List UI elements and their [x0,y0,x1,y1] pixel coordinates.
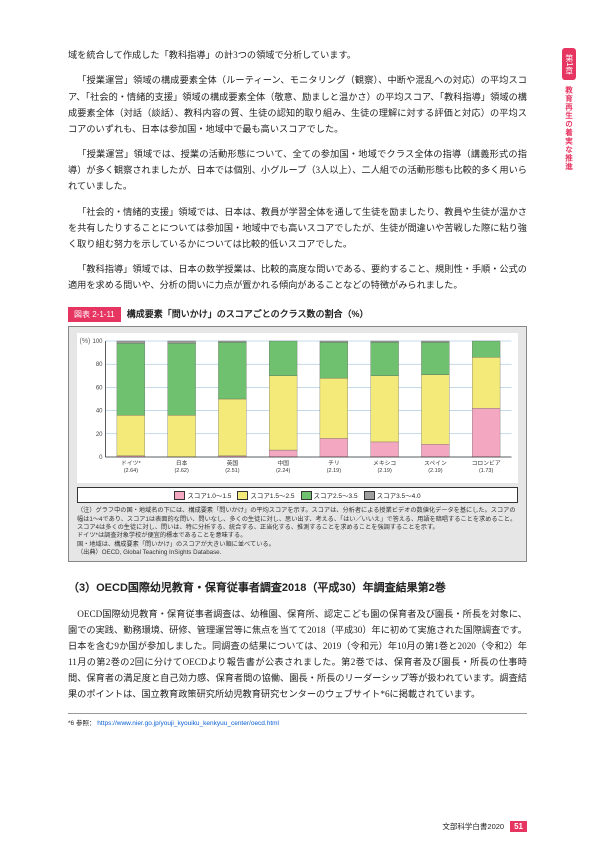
svg-text:(2.62): (2.62) [174,468,189,474]
chart-source: （出典）OECD, Global Teaching InSights Datab… [77,549,518,557]
page-footer: 文部科学白書2020 51 [68,821,527,832]
svg-text:(2.19): (2.19) [428,468,443,474]
svg-text:英国: 英国 [227,459,239,467]
svg-text:(2.24): (2.24) [276,468,291,474]
chart-container: (%) 0 20 40 60 80 100 ドイツ*(2.64) 日本(2.62) 英国(2.51… [68,326,527,562]
svg-text:(2.64): (2.64) [124,468,139,474]
footnote-link[interactable]: https://www.nier.go.jp/youji_kyouiku_ken… [97,720,279,727]
chart-label: 図表 2-1-11 [68,307,121,322]
para-4: 「社会的・情緒的支援」領域では、日本は、教員が学習全体を通して生徒を励ましたり、… [68,204,527,252]
svg-text:日本: 日本 [176,459,188,467]
svg-text:コロンビア: コロンビア [472,459,501,467]
svg-text:(2.19): (2.19) [377,468,392,474]
svg-text:20: 20 [96,432,103,438]
legend-item: スコア1.0～1.5 [174,490,231,500]
svg-text:80: 80 [96,362,103,368]
section3-heading: （3）OECD国際幼児教育・保育従事者調査2018（平成30）年調査結果第2巻 [68,580,527,597]
legend-item: スコア1.5～2.5 [237,490,294,500]
svg-text:チリ: チリ [328,460,340,467]
svg-text:スペイン: スペイン [424,460,447,467]
section3-body: OECD国際幼児教育・保育従事者調査は、幼稚園、保育所、認定こども園の保育者及び… [68,606,527,703]
chapter-caption: 教育再生の着実な推進 [564,86,575,171]
svg-text:中国: 中国 [277,459,289,467]
chart-note: （注）グラフ中の国・地域名の下には、構成要素「問いかけ」の平均スコアを示す。スコ… [77,507,518,549]
page-number: 51 [510,821,527,832]
para-5: 「教科指導」領域では、日本の数学授業は、比較的高度な問いである、要約すること、規… [68,261,527,293]
svg-text:0: 0 [99,455,103,461]
chapter-tab: 第1章 [562,48,576,80]
legend-item: スコア2.5～3.5 [301,490,358,500]
svg-text:メキシコ: メキシコ [373,460,396,467]
para-1: 域を統合して作成した「教科指導」の計3つの領域で分析しています。 [68,47,527,63]
legend-item: スコア3.5～4.0 [364,490,421,500]
svg-text:40: 40 [96,409,103,415]
chart-legend: スコア1.0～1.5 スコア1.5～2.5 スコア2.5～3.5 スコア3.5～4.0 [77,487,518,503]
para-3: 「授業運営」領域では、授業の活動形態について、全ての参加国・地域でクラス全体の指… [68,146,527,194]
chart-title: 構成要素「問いかけ」のスコアごとのクラス数の割合（%） [127,307,369,320]
side-tabs: 第1章 教育再生の着実な推進 [557,48,581,171]
svg-text:60: 60 [96,386,103,392]
footer-doc: 文部科学白書2020 [442,821,504,832]
svg-text:(2.51): (2.51) [225,468,240,474]
svg-text:(%): (%) [80,338,91,345]
footnote-marker: *6 参照： [68,720,95,727]
para-2: 「授業運営」領域の構成要素全体（ルーティーン、モニタリング（観察）、中断や混乱へ… [68,72,527,136]
svg-text:ドイツ*: ドイツ* [121,461,141,467]
svg-text:(1.73): (1.73) [479,468,494,474]
footnote: *6 参照： https://www.nier.go.jp/youji_kyou… [68,713,527,727]
chart-plot: (%) 0 20 40 60 80 100 ドイツ*(2.64) 日本(2.62) 英国(2.51… [77,333,518,483]
svg-text:(2.19): (2.19) [327,468,342,474]
svg-text:100: 100 [92,339,103,345]
